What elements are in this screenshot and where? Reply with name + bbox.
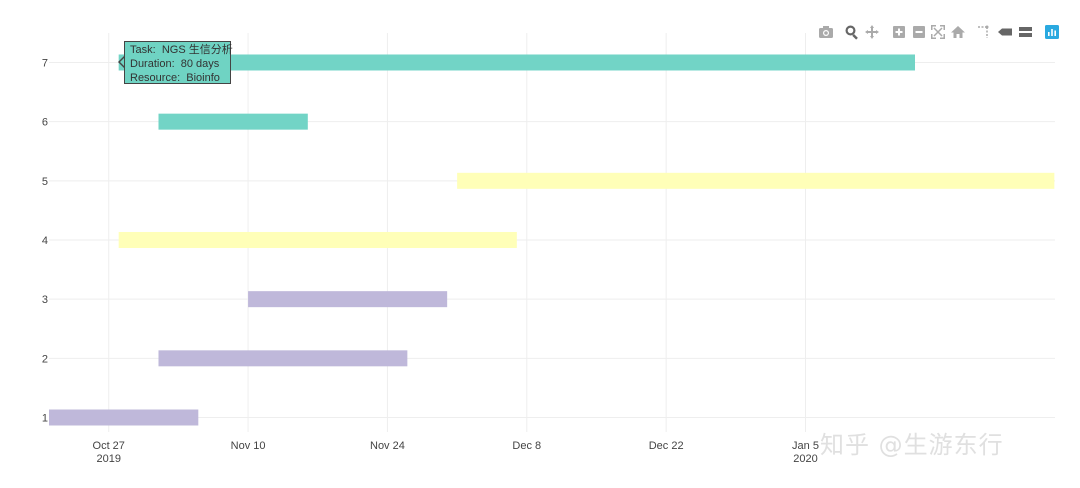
x-tick-sublabel: 2020: [793, 453, 817, 465]
tooltip-duration-value: 80 days: [180, 58, 220, 70]
y-tick-label: 1: [42, 413, 48, 425]
gantt-bar[interactable]: [118, 231, 517, 248]
tooltip-resource-key: Resource:: [130, 72, 181, 84]
x-tick-label: Nov 24: [370, 440, 405, 452]
y-tick-label: 4: [42, 235, 48, 247]
home-icon[interactable]: [950, 24, 966, 40]
x-tick-sublabel: 2019: [96, 453, 120, 465]
y-tick-label: 7: [42, 57, 48, 69]
pan-icon[interactable]: [864, 24, 880, 40]
tooltip-pointer-fill: [120, 57, 125, 67]
x-tick-label: Jan 5: [792, 440, 819, 452]
gantt-bar[interactable]: [158, 350, 408, 367]
hover-closest-icon[interactable]: [997, 24, 1013, 40]
y-tick-label: 6: [42, 117, 48, 129]
tooltip-resource-value: Bioinfo: [186, 72, 220, 84]
bars: [49, 54, 1055, 426]
gantt-bar[interactable]: [49, 409, 199, 426]
autoscale-icon[interactable]: [930, 24, 946, 40]
hover-tooltip: Task: NGS 生信分析 Duration: 80 days Resourc…: [124, 41, 233, 84]
y-axis-ticks: 1 2 3 4 5 6 7: [42, 57, 48, 424]
tooltip-duration-key: Duration:: [130, 58, 175, 70]
y-tick-label: 5: [42, 176, 48, 188]
watermark: 知乎 @生游东行: [820, 431, 1004, 459]
zoom-icon[interactable]: [844, 24, 860, 40]
x-tick-label: Dec 8: [512, 440, 541, 452]
hover-compare-icon[interactable]: [1017, 24, 1033, 40]
gantt-bar[interactable]: [158, 113, 308, 130]
gantt-bar[interactable]: [248, 291, 448, 308]
y-tick-label: 2: [42, 353, 48, 365]
zoom-in-icon[interactable]: [891, 24, 907, 40]
zoom-out-icon[interactable]: [911, 24, 927, 40]
x-tick-label: Oct 27: [93, 440, 125, 452]
x-tick-label: Dec 22: [649, 440, 684, 452]
camera-icon[interactable]: [818, 24, 834, 40]
spike-lines-icon[interactable]: [976, 24, 992, 40]
plotly-logo-icon[interactable]: [1044, 24, 1060, 40]
gantt-bar[interactable]: [118, 54, 915, 71]
x-tick-label: Nov 10: [231, 440, 266, 452]
tooltip-task-key: Task:: [130, 44, 156, 56]
y-tick-label: 3: [42, 294, 48, 306]
tooltip-task-value: NGS 生信分析: [161, 44, 233, 56]
gantt-bar[interactable]: [457, 172, 1055, 189]
